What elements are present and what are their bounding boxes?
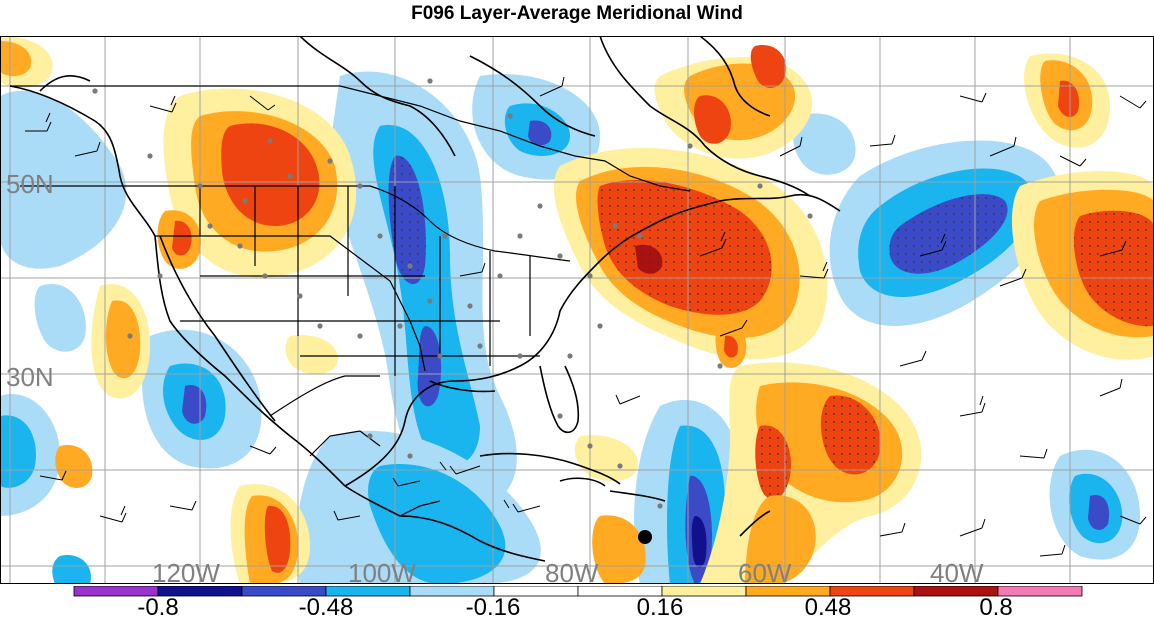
colorbar-label: 0.48	[804, 594, 852, 621]
lat-labels: 50N 30N	[6, 169, 54, 392]
lon-label-100w: 100W	[348, 558, 416, 584]
colorbar-label: -0.16	[465, 594, 521, 621]
coastlines	[9, 36, 841, 562]
meridional-wind-map: 50N 30N 120W 100W 80W 60W 40W	[0, 36, 1154, 584]
colorbar-label: 0.8	[979, 594, 1013, 621]
colorbar	[73, 586, 1083, 597]
colorbar-label: -0.8	[137, 594, 179, 621]
political-borders	[10, 85, 691, 517]
lon-label-60w: 60W	[738, 558, 792, 584]
observation-dots	[92, 78, 813, 509]
stippling	[388, 155, 1154, 500]
lon-label-120w: 120W	[152, 558, 220, 584]
lat-label-50n: 50N	[6, 169, 54, 199]
wind-barbs	[25, 76, 1147, 557]
lon-label-40w: 40W	[930, 558, 984, 584]
colorbar-label: -0.48	[298, 594, 354, 621]
colorbar-label: 0.16	[636, 594, 684, 621]
lat-label-30n: 30N	[6, 362, 54, 392]
colorbar-segment	[997, 586, 1083, 597]
lon-labels: 120W 100W 80W 60W 40W	[152, 558, 984, 584]
map-title: F096 Layer-Average Meridional Wind	[411, 3, 743, 24]
lon-label-80w: 80W	[545, 558, 599, 584]
highlighted-station-dot	[638, 530, 652, 544]
